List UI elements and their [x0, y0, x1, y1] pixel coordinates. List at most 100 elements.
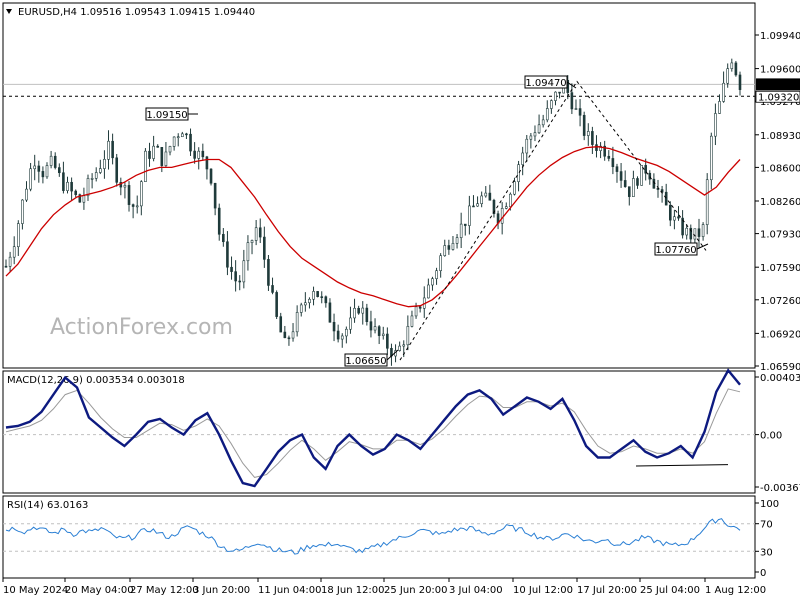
candle-body — [623, 180, 627, 187]
candle-body — [250, 240, 254, 243]
candle-body — [172, 136, 176, 147]
candle-body — [291, 331, 295, 339]
candle-body — [37, 165, 41, 172]
candle-body — [484, 192, 488, 197]
x-tick-label: 27 May 12:00 — [130, 585, 199, 596]
price-tick-label: 1.09270 — [760, 97, 800, 108]
candle-body — [492, 199, 496, 215]
rsi-tick-label: 70 — [760, 520, 773, 531]
x-tick-label: 20 May 04:00 — [65, 585, 134, 596]
candle-body — [246, 242, 250, 262]
candle-body — [53, 155, 57, 168]
candle-body — [123, 185, 127, 188]
candle-body — [595, 144, 598, 151]
candle-body — [213, 182, 217, 209]
macd-header: MACD(12,26,9) 0.003534 0.003018 — [7, 375, 185, 386]
candle-body — [45, 165, 49, 178]
candle-body — [49, 155, 53, 166]
candle-body — [283, 331, 287, 339]
candle-body — [697, 228, 701, 237]
candle-body — [550, 100, 553, 109]
candle-body — [386, 333, 389, 349]
candle-body — [480, 195, 483, 204]
x-tick-label: 10 May 2024 — [3, 585, 68, 596]
candle-body — [181, 133, 184, 138]
candle-body — [398, 345, 401, 351]
candles-group — [4, 58, 742, 366]
x-tick-label: 25 Jun 20:00 — [384, 585, 448, 596]
candle-body — [451, 243, 455, 250]
x-tick-label: 10 Jul 12:00 — [513, 585, 573, 596]
candle-body — [82, 195, 86, 203]
candle-body — [599, 145, 602, 151]
candle-body — [714, 113, 717, 137]
candle-body — [156, 145, 160, 148]
candle-body — [324, 296, 328, 304]
candle-body — [205, 156, 209, 170]
x-tick-label: 17 Jul 20:00 — [577, 585, 637, 596]
candle-body — [336, 330, 340, 340]
candle-body — [230, 266, 233, 272]
candle-body — [299, 304, 303, 313]
candle-body — [90, 178, 94, 180]
candle-body — [176, 136, 180, 139]
candle-body — [738, 74, 742, 90]
candle-body — [476, 203, 479, 207]
candle-body — [304, 302, 307, 306]
candle-body — [361, 307, 365, 314]
candle-body — [185, 133, 188, 136]
candle-body — [62, 172, 65, 191]
candle-body — [279, 316, 283, 333]
candle-body — [431, 278, 434, 286]
candle-body — [582, 114, 586, 136]
candle-body — [295, 312, 299, 333]
candle-body — [17, 223, 20, 248]
moving-average-line — [5, 146, 741, 308]
price-tick-label: 1.08260 — [760, 197, 800, 208]
price-tick-label: 1.07590 — [760, 263, 800, 274]
price-tick-label: 1.08600 — [760, 163, 800, 174]
candle-body — [472, 205, 475, 208]
candle-body — [70, 181, 73, 192]
price-tick-label: 1.09600 — [760, 65, 800, 76]
candle-body — [234, 271, 237, 282]
candle-body — [611, 158, 615, 168]
candle-body — [410, 315, 414, 327]
candle-body — [316, 291, 319, 297]
candle-body — [111, 140, 114, 159]
candle-body — [463, 223, 467, 226]
macd-flat-support-line — [635, 464, 729, 467]
candle-body — [99, 168, 102, 173]
candle-body — [668, 204, 672, 221]
rsi-tick-label: 100 — [760, 499, 779, 510]
candle-body — [226, 241, 229, 268]
candle-body — [558, 91, 561, 94]
watermark: ActionForex.com — [50, 315, 233, 340]
candle-body — [673, 216, 676, 221]
current-price-tag — [756, 78, 800, 91]
candle-body — [328, 302, 332, 323]
candle-body — [140, 181, 143, 207]
candle-body — [418, 306, 422, 309]
rsi-tick-label: 0 — [760, 568, 766, 579]
candle-body — [94, 172, 98, 179]
candle-body — [345, 328, 348, 337]
candle-body — [545, 108, 549, 121]
rsi-line — [5, 518, 741, 555]
candle-body — [381, 333, 385, 336]
candle-body — [701, 224, 705, 237]
candle-body — [287, 337, 291, 340]
candle-body — [189, 133, 192, 152]
candle-body — [664, 191, 668, 206]
candle-body — [148, 150, 151, 159]
candle-body — [209, 168, 213, 184]
swing-label-text: 1.09470 — [525, 78, 566, 89]
swing-label-text: 1.09150 — [146, 110, 187, 121]
candle-body — [504, 206, 508, 209]
candle-body — [271, 285, 274, 293]
header-arrow-icon — [6, 9, 12, 14]
candle-body — [677, 216, 680, 219]
candle-body — [357, 307, 360, 314]
candle-body — [529, 135, 533, 140]
candle-body — [193, 150, 196, 159]
